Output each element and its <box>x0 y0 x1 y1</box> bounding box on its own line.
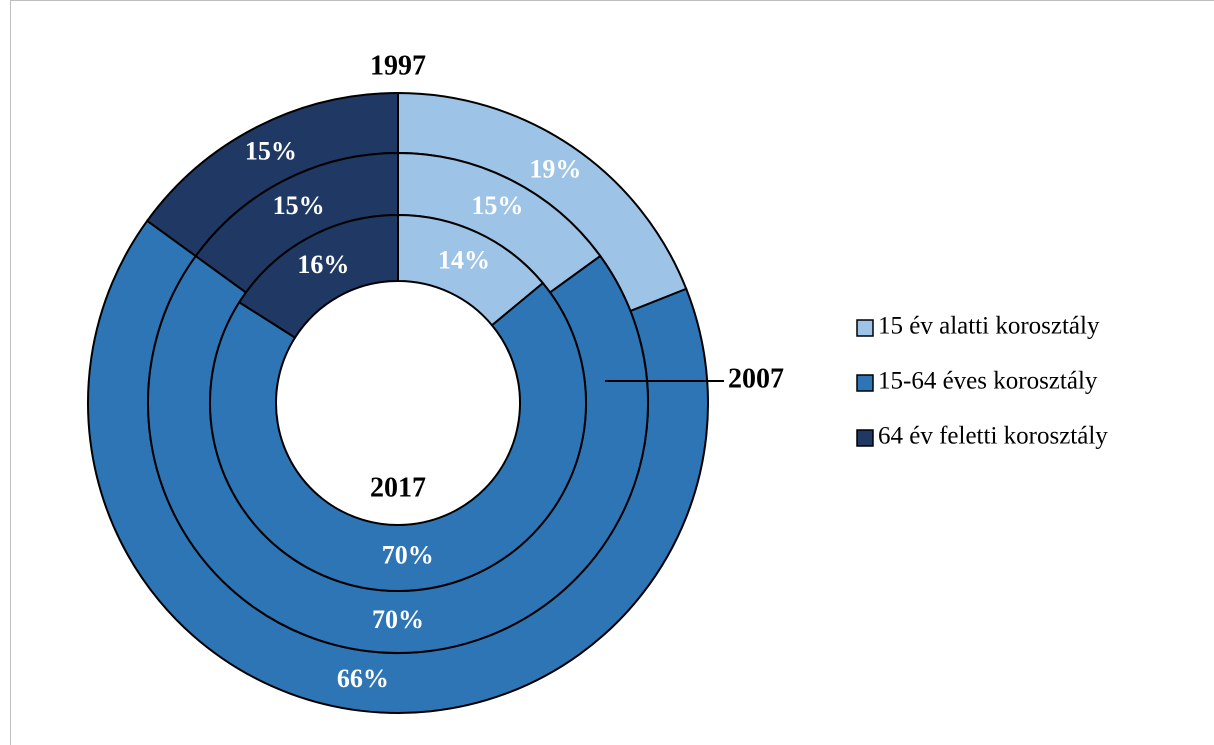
data-label: 15% <box>273 191 325 220</box>
legend-label: 15 év alatti korosztály <box>878 313 1100 340</box>
ring-label: 1997 <box>370 50 426 81</box>
legend-swatch <box>856 319 874 337</box>
data-label: 66% <box>337 664 389 693</box>
legend-swatch <box>856 429 874 447</box>
data-label: 15% <box>471 191 523 220</box>
data-label: 70% <box>372 605 424 634</box>
data-label: 19% <box>529 154 581 183</box>
ring-label: 2017 <box>370 472 426 503</box>
data-label: 16% <box>297 250 349 279</box>
legend-label: 15-64 éves korosztály <box>878 368 1098 395</box>
legend-swatch <box>856 374 874 392</box>
data-label: 70% <box>382 541 434 570</box>
data-label: 14% <box>438 246 490 275</box>
ring-label: 2007 <box>728 363 784 394</box>
legend-label: 64 év feletti korosztály <box>878 423 1108 450</box>
data-label: 15% <box>245 136 297 165</box>
donut-segment <box>237 213 399 340</box>
donut-segment <box>209 281 587 592</box>
